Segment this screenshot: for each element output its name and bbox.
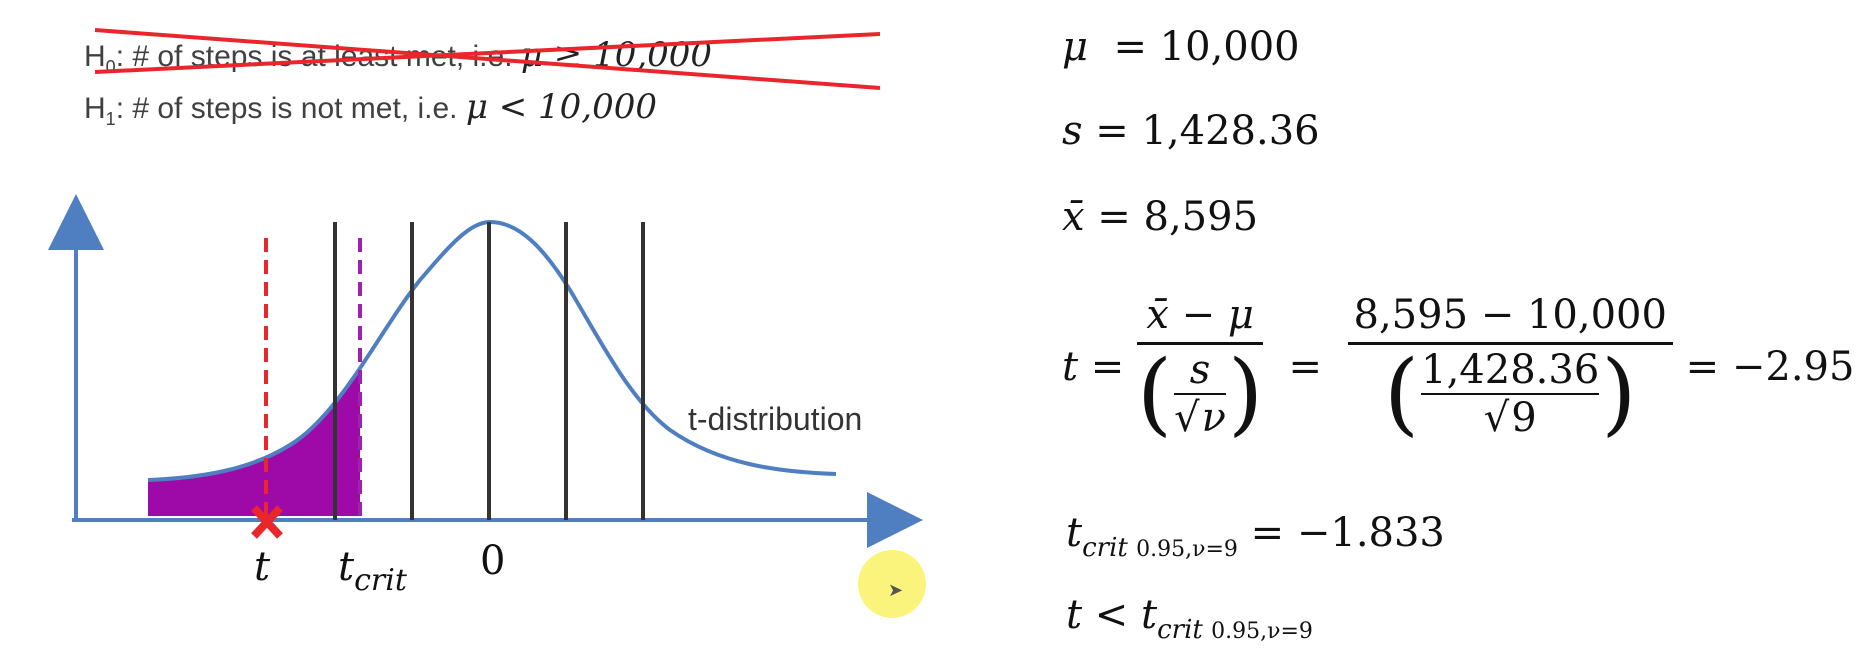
- h1-math: μ < 10,000: [465, 87, 658, 127]
- tcrit-main: t: [1066, 510, 1083, 556]
- s-value: = 1,428.36: [1095, 108, 1320, 154]
- frac2-numerator: 8,595 − 10,000: [1353, 292, 1667, 338]
- s-line: s = 1,428.36: [1062, 108, 1320, 154]
- zero-label: 0: [480, 538, 505, 584]
- paren-open-2: (: [1384, 341, 1420, 446]
- t-formula-symbol: t: [1062, 343, 1079, 390]
- t-fraction-numeric: 8,595 − 10,000 ( 1,428.36 √9 ): [1347, 292, 1673, 441]
- conclusion-line: t < tcrit 0.95,ν=9: [1066, 592, 1313, 645]
- h1-prefix: H: [84, 92, 106, 125]
- t-fraction-symbolic: x̄ − μ ( s √ν ): [1137, 292, 1264, 441]
- frac1-inner-bar: [1174, 393, 1226, 395]
- frac1-inner-num: s: [1189, 347, 1211, 393]
- s-symbol: s: [1062, 108, 1083, 154]
- conclusion-subscript: crit 0.95,ν=9: [1157, 615, 1313, 645]
- xbar-line: x̄ = 8,595: [1062, 194, 1258, 240]
- paren-open-1: (: [1137, 341, 1173, 446]
- conclusion-t: t: [1066, 592, 1083, 638]
- frac1-inner: s √ν: [1174, 347, 1226, 441]
- tcrit-value: = −1.833: [1250, 510, 1445, 556]
- h1-text: : # of steps is not met, i.e.: [115, 92, 466, 125]
- cursor-highlight: [858, 550, 926, 618]
- tcrit-line: tcrit 0.95,ν=9 = −1.833: [1066, 510, 1445, 563]
- paren-close-2: ): [1601, 341, 1637, 446]
- frac1-denominator: ( s √ν ): [1137, 345, 1263, 441]
- t-formula: t = x̄ − μ ( s √ν ) = 8,595 − 10,000 ( 1…: [1062, 292, 1854, 441]
- t-distribution-curve: [147, 219, 837, 482]
- paren-close-1: ): [1227, 341, 1264, 446]
- frac1-inner-den: ν: [1199, 393, 1226, 441]
- h1-sub: 1: [105, 109, 116, 129]
- t-label: t: [254, 544, 271, 590]
- tcrit-label: tcrit: [338, 544, 408, 598]
- frac2-inner-num: 1,428.36: [1421, 347, 1600, 393]
- frac2-inner: 1,428.36 √9: [1421, 347, 1600, 441]
- frac2-inner-den-wrap: √9: [1483, 393, 1537, 441]
- cursor-arrow-icon: ➤: [888, 580, 904, 601]
- frac2-denominator: ( 1,428.36 √9 ): [1384, 345, 1636, 441]
- alternative-hypothesis: H1: # of steps is not met, i.e. μ < 10,0…: [84, 87, 657, 130]
- tcrit-subscript: crit 0.95,ν=9: [1082, 533, 1238, 563]
- mu-value: = 10,000: [1113, 24, 1300, 70]
- conclusion-tcrit: t: [1141, 592, 1158, 638]
- mu-symbol: μ: [1062, 24, 1088, 70]
- xbar-symbol: x̄: [1062, 194, 1085, 240]
- rejection-region-fill: [148, 368, 360, 516]
- curve-label: t-distribution: [688, 401, 862, 437]
- frac1-numerator: x̄ − μ: [1146, 292, 1254, 338]
- frac1-bar: [1137, 342, 1264, 345]
- frac2-inner-den: 9: [1509, 393, 1537, 441]
- t-distribution-diagram: t-distribution t tcrit 0: [48, 194, 923, 598]
- frac2-inner-bar: [1421, 393, 1600, 395]
- tcrit-label-sub: crit: [354, 563, 408, 598]
- t-eq-1: =: [1090, 343, 1125, 390]
- conclusion-sub: crit: [1157, 615, 1203, 645]
- tcrit-sub2: 0.95,ν=9: [1136, 537, 1238, 562]
- t-eq-2: =: [1288, 343, 1323, 390]
- tcrit-sub: crit: [1082, 533, 1128, 563]
- conclusion-op: <: [1094, 592, 1129, 638]
- frac1-inner-den-wrap: √ν: [1174, 393, 1226, 441]
- t-result: = −2.95: [1685, 343, 1855, 390]
- frac2-bar: [1347, 342, 1673, 345]
- xbar-value: = 8,595: [1097, 194, 1259, 240]
- mu-line: μ = 10,000: [1062, 24, 1300, 70]
- t-statistic-marker: [251, 505, 283, 539]
- tcrit-label-main: t: [338, 544, 355, 590]
- conclusion-sub2: 0.95,ν=9: [1211, 619, 1313, 644]
